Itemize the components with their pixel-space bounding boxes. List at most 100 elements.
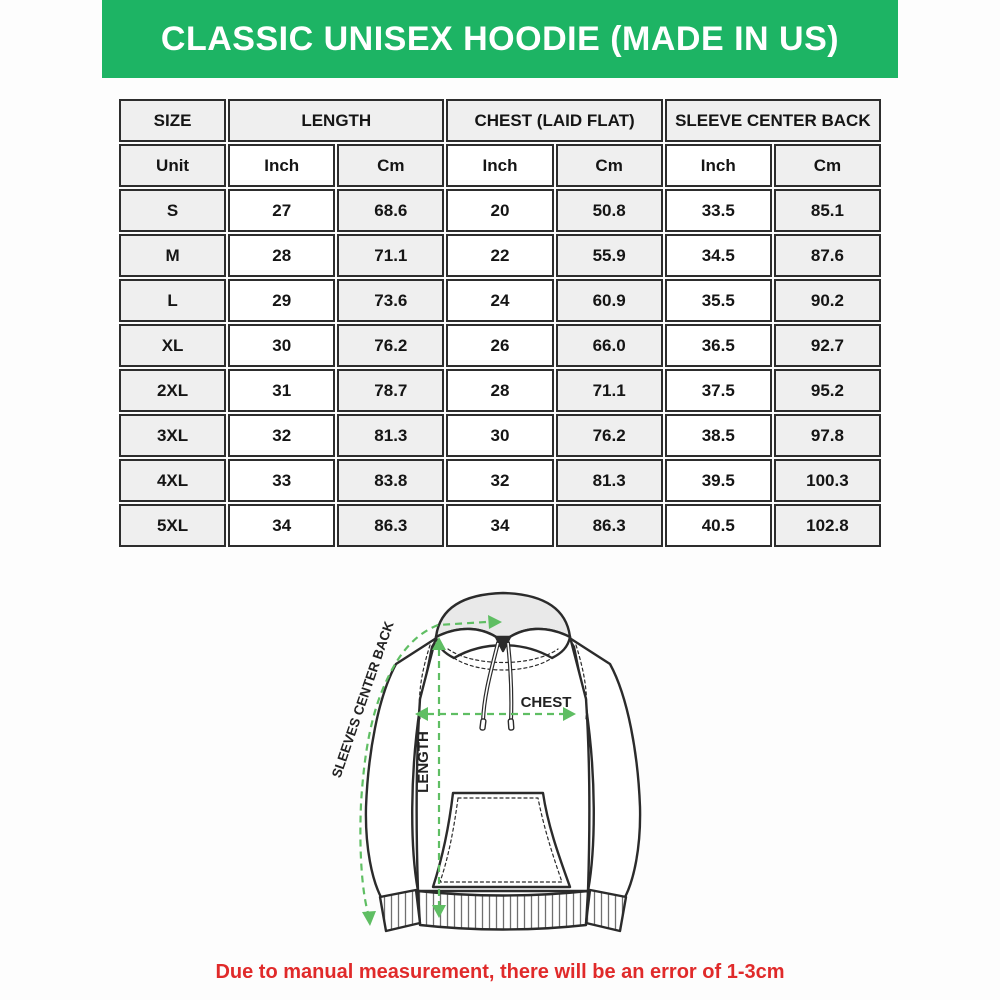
size-cell: 2XL bbox=[119, 369, 227, 412]
value-cell: 29 bbox=[228, 279, 336, 322]
value-cell: 22 bbox=[446, 234, 554, 277]
value-cell: 31 bbox=[228, 369, 336, 412]
value-cell: 68.6 bbox=[337, 189, 445, 232]
table-row: XL 30 76.2 26 66.0 36.5 92.7 bbox=[119, 324, 881, 367]
value-cell: 36.5 bbox=[664, 324, 772, 367]
table-row: S 27 68.6 20 50.8 33.5 85.1 bbox=[119, 189, 881, 232]
value-cell: 28 bbox=[228, 234, 336, 277]
value-cell: 30 bbox=[446, 414, 554, 457]
col-header-length: LENGTH bbox=[228, 99, 445, 142]
value-cell: 34 bbox=[228, 504, 336, 547]
value-cell: 24 bbox=[446, 279, 554, 322]
value-cell: 27 bbox=[228, 189, 336, 232]
hoodie-left-cuff bbox=[378, 888, 422, 933]
value-cell: 33.5 bbox=[664, 189, 772, 232]
chest-label: CHEST bbox=[521, 694, 572, 711]
value-cell: 92.7 bbox=[773, 324, 881, 367]
value-cell: 30 bbox=[228, 324, 336, 367]
value-cell: 60.9 bbox=[555, 279, 663, 322]
armhole-seam-right bbox=[575, 644, 588, 720]
value-cell: 81.3 bbox=[555, 459, 663, 502]
value-cell: 86.3 bbox=[337, 504, 445, 547]
table-row: 2XL 31 78.7 28 71.1 37.5 95.2 bbox=[119, 369, 881, 412]
value-cell: 81.3 bbox=[337, 414, 445, 457]
value-cell: 55.9 bbox=[555, 234, 663, 277]
value-cell: 39.5 bbox=[664, 459, 772, 502]
drawstring-aglet bbox=[479, 718, 487, 731]
value-cell: 83.8 bbox=[337, 459, 445, 502]
size-cell: 3XL bbox=[119, 414, 227, 457]
col-header-size: SIZE bbox=[119, 99, 227, 142]
value-cell: 73.6 bbox=[337, 279, 445, 322]
value-cell: 97.8 bbox=[773, 414, 881, 457]
value-cell: 95.2 bbox=[773, 369, 881, 412]
pocket-stitching bbox=[439, 797, 563, 883]
value-cell: 26 bbox=[446, 324, 554, 367]
arrowhead-left-icon bbox=[415, 707, 428, 721]
size-cell: M bbox=[119, 234, 227, 277]
size-cell: XL bbox=[119, 324, 227, 367]
value-cell: 66.0 bbox=[555, 324, 663, 367]
hoodie-measurement-diagram: CHEST LENGTH SLEEVES CENTER BACK bbox=[318, 579, 688, 949]
collar-stitching bbox=[447, 648, 559, 664]
table-row: 3XL 32 81.3 30 76.2 38.5 97.8 bbox=[119, 414, 881, 457]
sleeve-measure-line bbox=[359, 620, 487, 914]
col-header-chest: CHEST (LAID FLAT) bbox=[446, 99, 663, 142]
arrowhead-right-icon bbox=[488, 615, 502, 629]
value-cell: 40.5 bbox=[664, 504, 772, 547]
length-label: LENGTH bbox=[415, 731, 432, 793]
collar-stitching bbox=[453, 657, 553, 671]
page-title: CLASSIC UNISEX HOODIE (MADE IN US) bbox=[160, 19, 840, 58]
value-cell: 87.6 bbox=[773, 234, 881, 277]
unit-cell: Cm bbox=[773, 144, 881, 187]
unit-cell: Cm bbox=[555, 144, 663, 187]
size-chart-table: SIZE LENGTH CHEST (LAID FLAT) SLEEVE CEN… bbox=[117, 97, 883, 549]
hoodie-pocket bbox=[431, 791, 572, 889]
col-header-sleeve: SLEEVE CENTER BACK bbox=[664, 99, 881, 142]
value-cell: 32 bbox=[446, 459, 554, 502]
hoodie-right-cuff bbox=[584, 888, 628, 933]
value-cell: 38.5 bbox=[664, 414, 772, 457]
value-cell: 37.5 bbox=[664, 369, 772, 412]
table-header-row: SIZE LENGTH CHEST (LAID FLAT) SLEEVE CEN… bbox=[119, 99, 881, 142]
value-cell: 50.8 bbox=[555, 189, 663, 232]
measurement-error-note: Due to manual measurement, there will be… bbox=[215, 961, 785, 983]
value-cell: 33 bbox=[228, 459, 336, 502]
unit-cell: Inch bbox=[228, 144, 336, 187]
unit-cell: Cm bbox=[337, 144, 445, 187]
unit-cell: Inch bbox=[446, 144, 554, 187]
table-row: M 28 71.1 22 55.9 34.5 87.6 bbox=[119, 234, 881, 277]
value-cell: 85.1 bbox=[773, 189, 881, 232]
size-cell: 5XL bbox=[119, 504, 227, 547]
value-cell: 76.2 bbox=[555, 414, 663, 457]
arrowhead-up-icon bbox=[432, 637, 446, 650]
value-cell: 32 bbox=[228, 414, 336, 457]
title-banner: CLASSIC UNISEX HOODIE (MADE IN US) bbox=[102, 0, 898, 78]
value-cell: 71.1 bbox=[337, 234, 445, 277]
unit-cell: Inch bbox=[664, 144, 772, 187]
value-cell: 100.3 bbox=[773, 459, 881, 502]
value-cell: 34.5 bbox=[664, 234, 772, 277]
unit-row: Unit Inch Cm Inch Cm Inch Cm bbox=[119, 144, 881, 187]
size-cell: 4XL bbox=[119, 459, 227, 502]
value-cell: 71.1 bbox=[555, 369, 663, 412]
value-cell: 102.8 bbox=[773, 504, 881, 547]
value-cell: 86.3 bbox=[555, 504, 663, 547]
hoodie-hem-band bbox=[416, 889, 590, 931]
value-cell: 28 bbox=[446, 369, 554, 412]
value-cell: 78.7 bbox=[337, 369, 445, 412]
value-cell: 35.5 bbox=[664, 279, 772, 322]
arrowhead-down-icon bbox=[362, 911, 376, 926]
arrowhead-right-icon bbox=[563, 707, 576, 721]
arrowhead-down-icon bbox=[432, 905, 446, 918]
table-row: 4XL 33 83.8 32 81.3 39.5 100.3 bbox=[119, 459, 881, 502]
table-row: L 29 73.6 24 60.9 35.5 90.2 bbox=[119, 279, 881, 322]
unit-cell: Unit bbox=[119, 144, 227, 187]
size-cell: S bbox=[119, 189, 227, 232]
table-row: 5XL 34 86.3 34 86.3 40.5 102.8 bbox=[119, 504, 881, 547]
value-cell: 90.2 bbox=[773, 279, 881, 322]
value-cell: 20 bbox=[446, 189, 554, 232]
size-cell: L bbox=[119, 279, 227, 322]
value-cell: 34 bbox=[446, 504, 554, 547]
drawstring-aglet bbox=[507, 718, 515, 731]
